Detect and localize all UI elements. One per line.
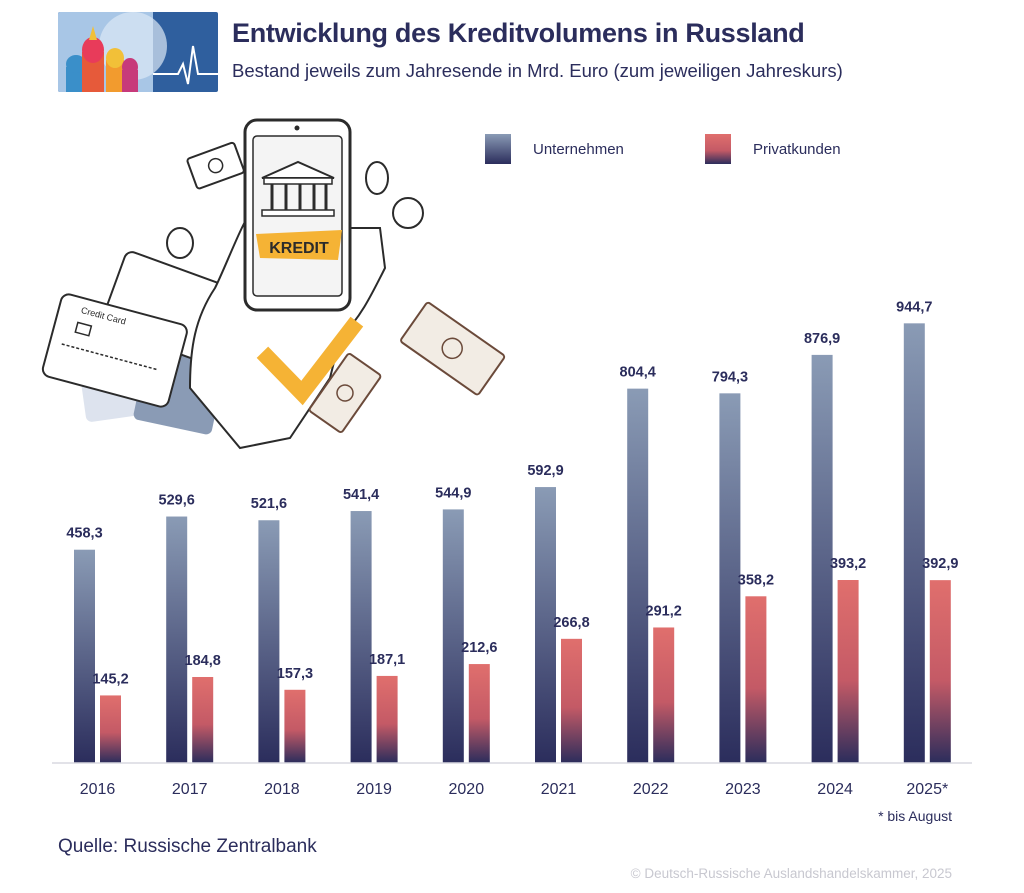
bar-unternehmen-2024 — [811, 354, 833, 763]
bar-unternehmen-2025 — [903, 323, 925, 763]
data-label-privatkunden-2024: 393,2 — [830, 556, 866, 572]
bar-privatkunden-2024 — [837, 580, 859, 763]
bar-privatkunden-2021 — [561, 638, 582, 763]
x-tick-label-2021: 2021 — [541, 781, 577, 798]
data-label-privatkunden-2017: 184,8 — [185, 653, 221, 669]
phone-kredit-label: KREDIT — [269, 240, 329, 257]
bar-unternehmen-2017 — [166, 516, 188, 763]
legend-item-unternehmen: Unternehmen — [485, 134, 624, 164]
data-label-privatkunden-2023: 358,2 — [738, 572, 774, 588]
chart-title: Entwicklung des Kreditvolumens in Russla… — [232, 18, 805, 48]
legend-swatch-privatkunden — [705, 134, 731, 164]
bar-unternehmen-2021 — [535, 487, 556, 763]
data-label-unternehmen-2017: 529,6 — [159, 493, 195, 509]
x-tick-label-2019: 2019 — [356, 781, 392, 798]
data-label-unternehmen-2020: 544,9 — [435, 485, 471, 501]
chart-subtitle: Bestand jeweils zum Jahresende in Mrd. E… — [232, 60, 843, 81]
source-text: Quelle: Russische Zentralbank — [58, 836, 317, 857]
legend-item-privatkunden: Privatkunden — [705, 134, 841, 164]
logo — [58, 12, 218, 92]
data-label-privatkunden-2021: 266,8 — [553, 615, 589, 631]
legend-label-unternehmen: Unternehmen — [533, 140, 624, 158]
x-tick-label-2016: 2016 — [80, 781, 116, 798]
data-label-unternehmen-2022: 804,4 — [620, 365, 656, 381]
credit-illustration: Credit Card KREDIT — [40, 118, 510, 458]
copyright-text: © Deutsch-Russische Auslandshandelskamme… — [630, 866, 952, 881]
bar-privatkunden-2016 — [100, 695, 121, 763]
bar-unternehmen-2022 — [627, 388, 649, 763]
x-tick-label-2024: 2024 — [817, 781, 853, 798]
bar-unternehmen-2016 — [74, 549, 95, 763]
bar-unternehmen-2020 — [442, 509, 464, 763]
legend-swatch-unternehmen — [485, 134, 511, 164]
bar-privatkunden-2025 — [929, 580, 951, 763]
footnote: * bis August — [878, 808, 952, 824]
bar-privatkunden-2018 — [284, 689, 306, 763]
legend-label-privatkunden: Privatkunden — [753, 140, 841, 158]
data-label-unternehmen-2021: 592,9 — [527, 463, 563, 479]
data-label-privatkunden-2018: 157,3 — [277, 666, 313, 682]
data-label-unternehmen-2024: 876,9 — [804, 331, 840, 347]
data-label-privatkunden-2020: 212,6 — [461, 640, 497, 656]
data-label-unternehmen-2023: 794,3 — [712, 369, 748, 385]
bar-privatkunden-2023 — [745, 596, 767, 763]
data-label-unternehmen-2019: 541,4 — [343, 487, 379, 503]
data-label-privatkunden-2025: 392,9 — [922, 556, 958, 572]
data-label-unternehmen-2018: 521,6 — [251, 496, 287, 512]
x-tick-label-2025: 2025* — [906, 781, 948, 798]
data-label-privatkunden-2016: 145,2 — [92, 671, 128, 687]
x-tick-label-2017: 2017 — [172, 781, 208, 798]
x-tick-label-2020: 2020 — [449, 781, 485, 798]
bar-privatkunden-2022 — [653, 627, 675, 763]
x-tick-label-2022: 2022 — [633, 781, 669, 798]
bar-privatkunden-2019 — [376, 675, 398, 763]
bar-privatkunden-2017 — [192, 676, 214, 763]
data-label-unternehmen-2016: 458,3 — [66, 526, 102, 542]
x-tick-label-2018: 2018 — [264, 781, 300, 798]
bar-unternehmen-2019 — [350, 511, 372, 763]
bar-unternehmen-2018 — [258, 520, 280, 763]
bar-privatkunden-2020 — [468, 664, 490, 763]
data-label-unternehmen-2025: 944,7 — [896, 299, 932, 315]
data-label-privatkunden-2022: 291,2 — [646, 603, 682, 619]
data-label-privatkunden-2019: 187,1 — [369, 652, 405, 668]
x-tick-label-2023: 2023 — [725, 781, 761, 798]
bar-unternehmen-2023 — [719, 393, 741, 763]
